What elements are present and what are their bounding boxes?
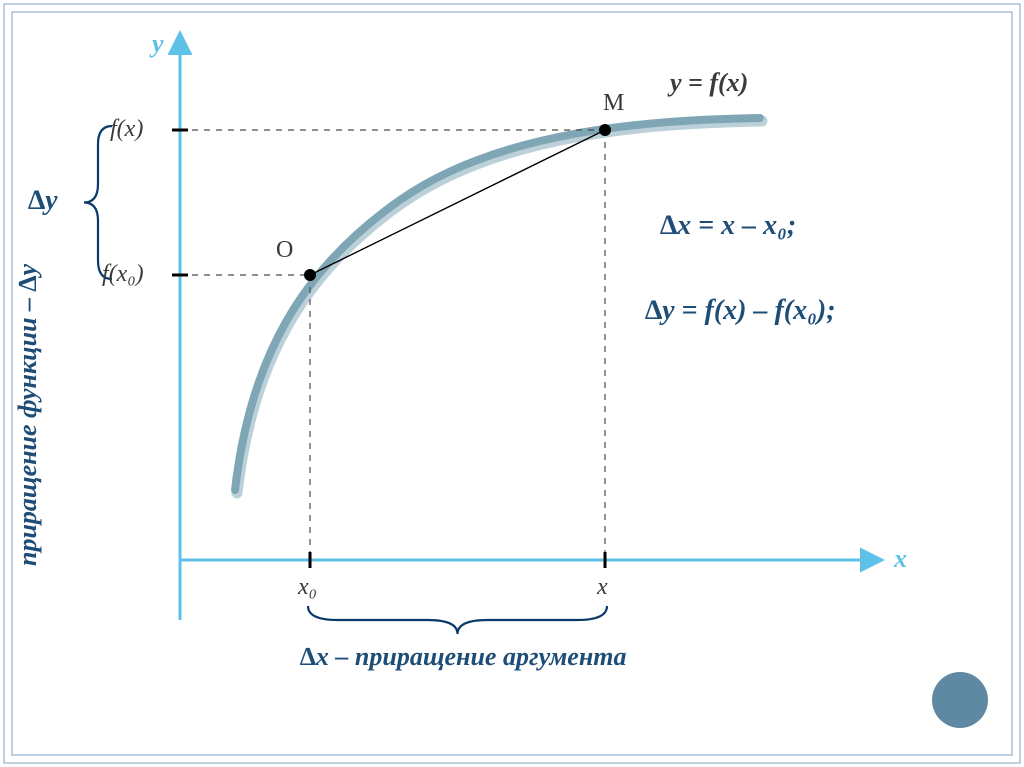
decorative-circle: [932, 672, 988, 728]
delta-y-label: ∆y: [28, 185, 58, 217]
y-tick-fx: f(x): [110, 116, 143, 143]
delta-y-formula: ∆y = f(x) – f(x₀);: [645, 295, 836, 327]
delta-x-caption: ∆x – приращение аргумента: [300, 642, 626, 672]
x-axis-label: x: [894, 544, 907, 574]
y-tick-fx0: f(x₀): [102, 261, 144, 288]
y-axis-label: y: [152, 29, 164, 59]
point-m-label: М: [603, 90, 624, 117]
curve-equation: y = f(x): [670, 68, 748, 98]
point-o-label: О: [276, 237, 293, 264]
x-tick-x: x: [597, 574, 608, 601]
vertical-caption: приращение функции – ∆y: [13, 155, 43, 675]
x-tick-x0: x₀: [298, 574, 317, 601]
delta-x-formula: ∆x = x – x₀;: [660, 210, 796, 242]
